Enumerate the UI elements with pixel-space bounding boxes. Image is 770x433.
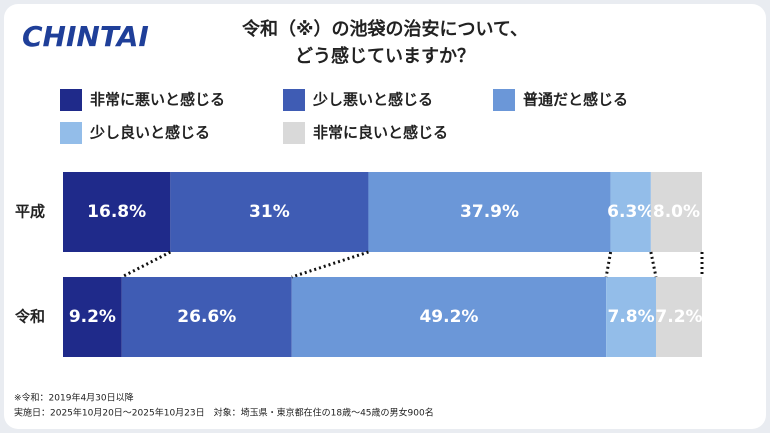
bar-segment [610, 172, 651, 252]
value-label: 49.2% [419, 307, 478, 327]
chart-title: どう感じていますか？ [295, 45, 475, 67]
bar-segment [63, 172, 171, 252]
footnote: ※令和：2019年4月30日以降 [14, 392, 134, 404]
connector [604, 251, 613, 278]
legend-swatch [493, 89, 515, 111]
bar-segment [121, 277, 292, 357]
legend-label: 少し良いと感じる [89, 124, 210, 142]
value-label: 8.0% [653, 202, 700, 222]
legend-swatch [283, 89, 305, 111]
legend-swatch [60, 89, 82, 111]
value-label: 9.2% [69, 307, 116, 327]
value-label: 7.2% [655, 307, 702, 327]
bar-segment [650, 172, 702, 252]
footnote: 実施日：2025年10月20日～2025年10月23日 対象：埼玉県・東京都在住… [14, 407, 434, 419]
value-label: 37.9% [460, 202, 519, 222]
value-label: 7.8% [607, 307, 654, 327]
bar-segment [291, 277, 607, 357]
bar-segment [170, 172, 369, 252]
legend-label: 非常に良いと感じる [313, 124, 448, 142]
chart-title: 令和（※）の池袋の治安について、 [241, 18, 528, 40]
value-label: 6.3% [607, 202, 654, 222]
bar-segment [655, 277, 702, 357]
legend-label: 少し悪いと感じる [312, 91, 433, 109]
connector [291, 250, 369, 279]
y-tick-label: 令和 [15, 308, 45, 326]
legend-swatch [60, 122, 82, 144]
connector [649, 251, 658, 278]
legend-label: 普通だと感じる [523, 91, 628, 109]
legend-label: 非常に悪いと感じる [90, 91, 225, 109]
value-label: 16.8% [87, 202, 146, 222]
bar-segment [606, 277, 656, 357]
connector [121, 250, 172, 279]
value-label: 26.6% [177, 307, 236, 327]
bar-segment [368, 172, 611, 252]
bar-segment [63, 277, 122, 357]
legend-swatch [283, 122, 305, 144]
y-tick-label: 平成 [15, 203, 45, 221]
logo: CHINTAI [22, 20, 149, 53]
value-label: 31% [249, 202, 290, 222]
